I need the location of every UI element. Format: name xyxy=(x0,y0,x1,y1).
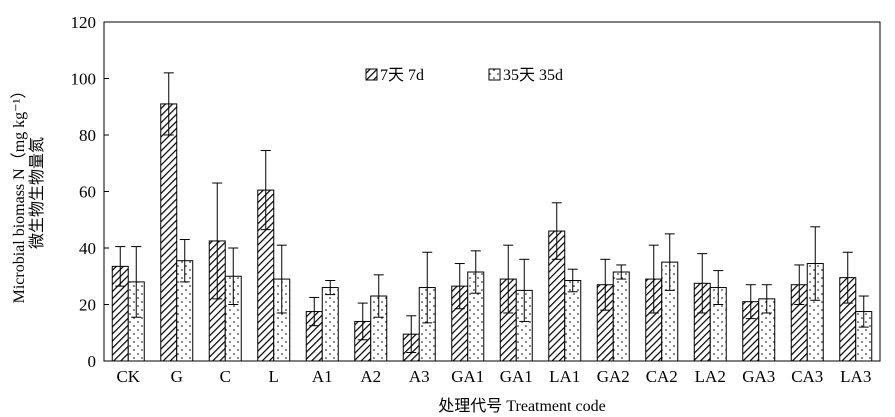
y-axis-title-cn: 微生物生物量氮 xyxy=(28,137,46,249)
y-tick-label: 20 xyxy=(79,296,96,315)
y-tick-label: 60 xyxy=(79,183,96,202)
y-axis-title: Microbial biomass N（mg kg⁻¹） 微生物生物量氮 xyxy=(10,83,46,304)
x-axis-title: 处理代号 Treatment code xyxy=(438,397,605,415)
x-tick-label: G xyxy=(171,367,183,386)
bar-35d xyxy=(612,271,630,362)
bars-layer xyxy=(111,72,873,362)
x-tick-label: A2 xyxy=(360,367,381,386)
y-axis-title-en: Microbial biomass N（mg kg⁻¹） xyxy=(10,83,28,304)
x-tick-label: CK xyxy=(116,367,140,386)
legend-label-35d: 35天 35d xyxy=(503,67,563,84)
y-tick-label: 0 xyxy=(88,352,97,371)
x-tick-label: GA1 xyxy=(451,367,484,386)
y-axis: 0 20 40 60 80 100 120 xyxy=(71,13,109,371)
x-tick-label: A3 xyxy=(409,367,430,386)
x-tick-label: LA3 xyxy=(840,367,871,386)
x-tick-label: GA3 xyxy=(742,367,775,386)
x-tick-label: GA1 xyxy=(500,367,533,386)
x-axis: CK G C L A1 A2 A3 GA1 GA1 LA1 GA2 CA2 LA2 GA3 CA3 LA3 xyxy=(116,367,871,386)
legend-swatch-7d xyxy=(365,68,378,81)
y-tick-label: 120 xyxy=(71,13,97,32)
bar-35d xyxy=(564,279,582,362)
bar-7d xyxy=(160,103,178,362)
legend-swatch-35d xyxy=(488,68,501,81)
legend: 7天 7d 35天 35d xyxy=(365,67,563,84)
x-tick-label: C xyxy=(220,367,231,386)
x-tick-label: LA1 xyxy=(549,367,580,386)
y-tick-label: 100 xyxy=(71,70,97,89)
y-tick-label: 80 xyxy=(79,126,96,145)
x-tick-label: GA2 xyxy=(597,367,630,386)
x-tick-label: A1 xyxy=(312,367,333,386)
y-tick-label: 40 xyxy=(79,239,96,258)
x-tick-label: L xyxy=(269,367,279,386)
legend-label-7d: 7天 7d xyxy=(380,67,424,84)
x-tick-label: LA2 xyxy=(695,367,726,386)
x-tick-label: CA2 xyxy=(646,367,678,386)
x-tick-label: CA3 xyxy=(791,367,823,386)
bar-35d xyxy=(321,287,339,362)
